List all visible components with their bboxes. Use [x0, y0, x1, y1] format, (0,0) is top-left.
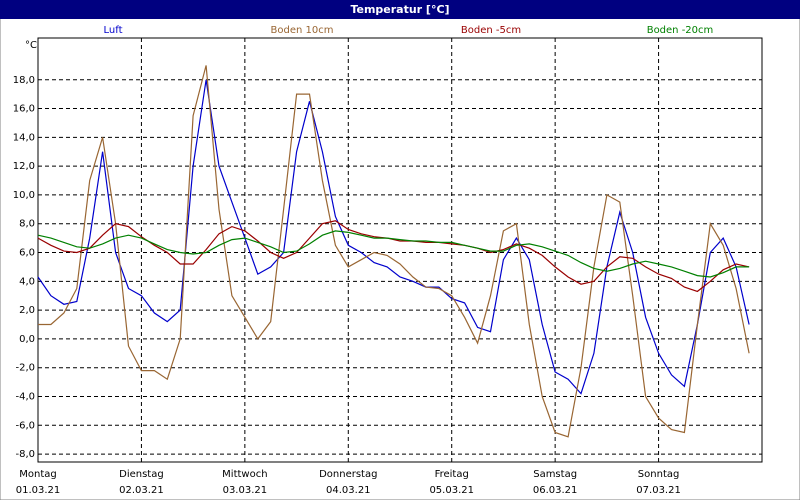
- x-tick-date: 01.03.21: [16, 485, 61, 496]
- x-tick-label: Donnerstag: [319, 469, 377, 480]
- x-tick-label: Freitag: [435, 469, 469, 480]
- x-tick-label: Samstag: [533, 469, 577, 480]
- y-tick-label: 2,0: [19, 305, 35, 316]
- x-tick-label: Montag: [19, 469, 56, 480]
- y-tick-label: 10,0: [13, 190, 35, 201]
- series-line: [38, 65, 750, 438]
- x-tick-label: Dienstag: [119, 469, 164, 480]
- x-tick-label: Sonntag: [638, 469, 680, 480]
- y-tick-label: -4,0: [15, 391, 35, 402]
- y-tick-label: 0,0: [19, 334, 35, 345]
- x-tick-date: 06.03.21: [533, 485, 578, 496]
- x-tick-label: Mittwoch: [222, 469, 267, 480]
- legend-entry: Boden -20cm: [647, 25, 714, 36]
- x-tick-date: 07.03.21: [636, 485, 681, 496]
- x-tick-date: 02.03.21: [119, 485, 164, 496]
- title-bar: [0, 0, 800, 19]
- legend-entry: Boden -5cm: [461, 25, 521, 36]
- y-tick-label: 14,0: [13, 132, 35, 143]
- y-tick-label: 8,0: [19, 219, 35, 230]
- x-tick-date: 05.03.21: [429, 485, 474, 496]
- series-line: [37, 79, 750, 395]
- y-tick-label: 18,0: [13, 75, 35, 86]
- y-tick-label: 6,0: [19, 248, 35, 259]
- series-line: [37, 220, 750, 293]
- x-tick-date: 04.03.21: [326, 485, 371, 496]
- y-tick-label: -6,0: [15, 420, 35, 431]
- x-tick-date: 03.03.21: [223, 485, 268, 496]
- y-tick-label: -2,0: [15, 363, 35, 374]
- series-line: [37, 230, 750, 278]
- y-unit: °C: [25, 40, 37, 51]
- legend-entry: Luft: [104, 25, 123, 36]
- chart-title: Temperatur [°C]: [350, 3, 449, 16]
- y-tick-label: 4,0: [19, 276, 35, 287]
- y-tick-label: 16,0: [13, 104, 35, 115]
- y-tick-label: 12,0: [13, 161, 35, 172]
- y-tick-label: -8,0: [15, 449, 35, 460]
- legend-entry: Boden 10cm: [271, 25, 334, 36]
